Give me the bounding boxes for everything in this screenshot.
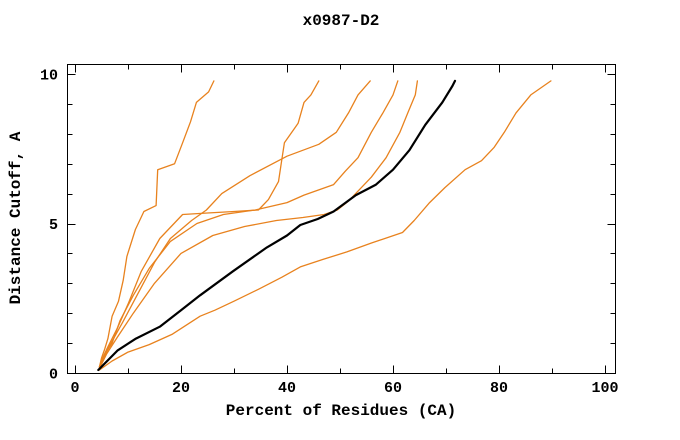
x-tick-label: 0 <box>70 380 79 397</box>
orange-curve-2 <box>98 80 320 370</box>
orange-curve-3 <box>98 80 371 368</box>
x-axis-label: Percent of Residues (CA) <box>225 402 457 420</box>
orange-curve-4 <box>98 80 399 368</box>
x-tick-label: 40 <box>278 380 296 397</box>
x-tick-label: 80 <box>490 380 508 397</box>
x-tick-label: 60 <box>384 380 402 397</box>
black-curve <box>97 79 457 372</box>
y-tick-label: 10 <box>40 68 58 85</box>
orange-curve-6 <box>98 80 552 371</box>
x-tick-label: 100 <box>591 380 618 397</box>
x-tick-label: 20 <box>172 380 190 397</box>
plot-border <box>67 64 616 374</box>
orange-curve-1 <box>98 80 215 368</box>
y-tick-label: 0 <box>49 367 58 384</box>
orange-curve-5 <box>98 80 419 370</box>
chart-title: x0987-D2 <box>302 12 380 30</box>
y-tick-label: 5 <box>49 217 58 234</box>
